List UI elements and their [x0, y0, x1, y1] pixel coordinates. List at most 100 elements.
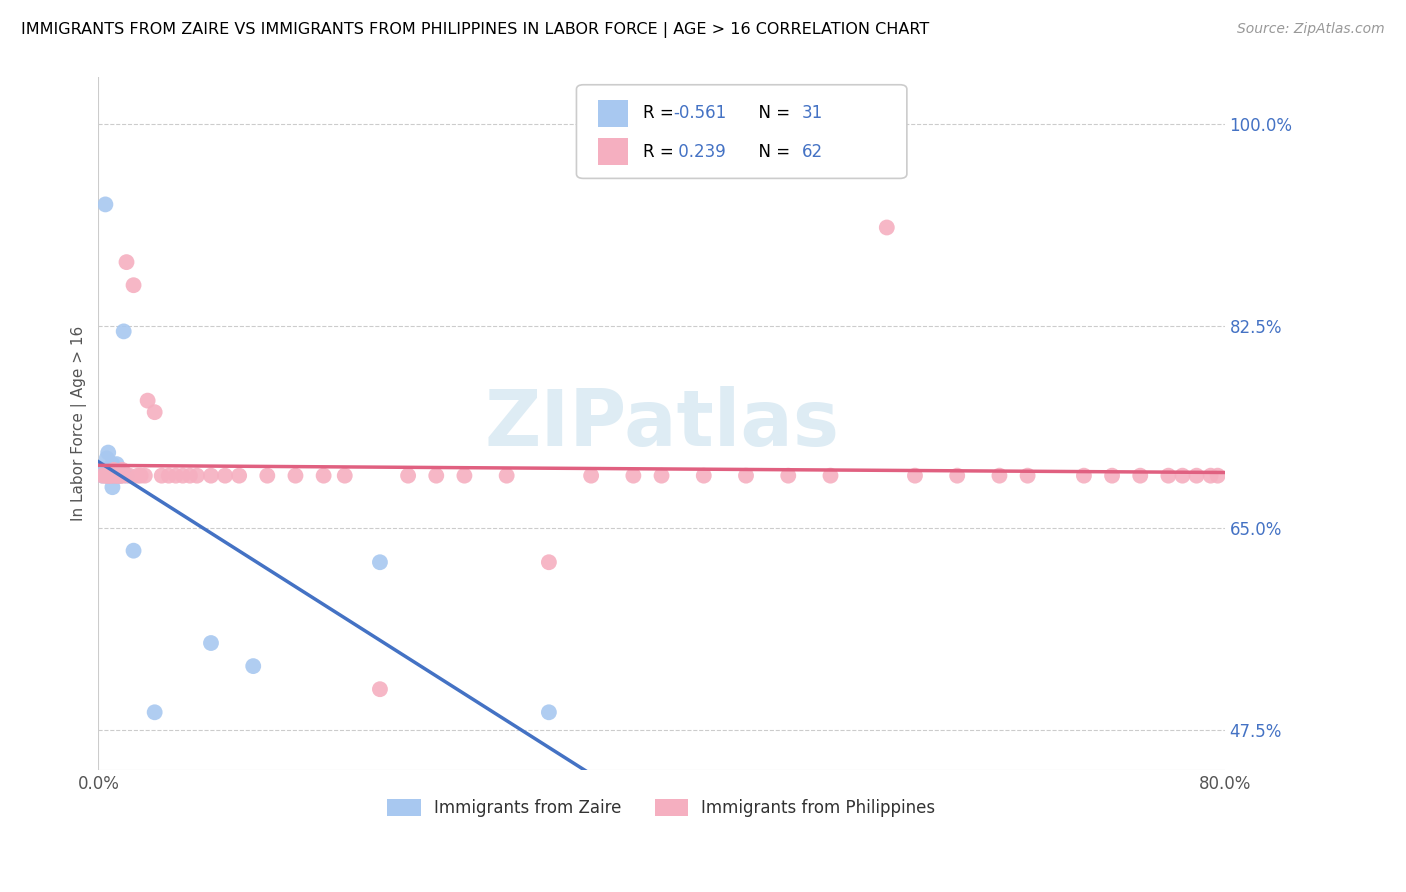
Point	[104, 463, 127, 477]
Point	[134, 468, 156, 483]
Point	[127, 468, 149, 483]
Text: N =: N =	[748, 143, 796, 161]
Point	[101, 468, 124, 483]
Point	[200, 636, 222, 650]
Point	[112, 468, 135, 483]
Point	[179, 468, 201, 483]
Text: 31: 31	[801, 104, 823, 122]
Point	[143, 706, 166, 720]
Point	[107, 463, 129, 477]
Point	[91, 468, 114, 483]
Text: R =: R =	[643, 104, 679, 122]
Point	[425, 468, 447, 483]
Point	[101, 480, 124, 494]
Point	[111, 463, 134, 477]
Point	[129, 468, 152, 483]
Text: 0.239: 0.239	[673, 143, 727, 161]
Text: -0.561: -0.561	[673, 104, 727, 122]
Point	[651, 468, 673, 483]
Point	[284, 468, 307, 483]
Point	[143, 405, 166, 419]
Point	[165, 468, 187, 483]
Text: R =: R =	[643, 143, 679, 161]
Point	[214, 468, 236, 483]
Point	[105, 457, 128, 471]
Text: ZIPatlas: ZIPatlas	[484, 385, 839, 462]
Point	[1199, 468, 1222, 483]
Point	[101, 457, 124, 471]
Point	[94, 197, 117, 211]
Point	[368, 682, 391, 697]
Point	[104, 468, 127, 483]
Point	[105, 468, 128, 483]
Point	[1206, 468, 1229, 483]
Text: N =: N =	[748, 104, 796, 122]
Point	[1171, 468, 1194, 483]
Text: Source: ZipAtlas.com: Source: ZipAtlas.com	[1237, 22, 1385, 37]
Point	[172, 468, 194, 483]
Point	[200, 468, 222, 483]
Point	[368, 555, 391, 569]
Point	[1185, 468, 1208, 483]
Point	[333, 468, 356, 483]
Point	[621, 468, 644, 483]
Point	[946, 468, 969, 483]
Point	[537, 706, 560, 720]
Point	[136, 393, 159, 408]
Point	[228, 468, 250, 483]
Y-axis label: In Labor Force | Age > 16: In Labor Force | Age > 16	[72, 326, 87, 521]
Point	[118, 468, 141, 483]
Point	[103, 463, 125, 477]
Point	[100, 463, 122, 477]
Point	[112, 324, 135, 338]
Point	[122, 543, 145, 558]
Point	[122, 278, 145, 293]
Point	[110, 468, 132, 483]
Point	[115, 468, 138, 483]
Point	[93, 463, 115, 477]
Point	[453, 468, 475, 483]
Point	[1129, 468, 1152, 483]
Point	[157, 468, 180, 483]
Point	[97, 445, 120, 459]
Point	[312, 468, 335, 483]
Point	[97, 468, 120, 483]
Point	[91, 468, 114, 483]
Point	[693, 468, 716, 483]
Point	[97, 468, 120, 483]
Point	[396, 468, 419, 483]
Point	[103, 463, 125, 477]
Text: IMMIGRANTS FROM ZAIRE VS IMMIGRANTS FROM PHILIPPINES IN LABOR FORCE | AGE > 16 C: IMMIGRANTS FROM ZAIRE VS IMMIGRANTS FROM…	[21, 22, 929, 38]
Point	[100, 468, 122, 483]
Point	[105, 468, 128, 483]
Point	[1017, 468, 1039, 483]
Point	[98, 463, 121, 477]
Point	[104, 468, 127, 483]
Point	[904, 468, 927, 483]
Point	[110, 468, 132, 483]
Point	[96, 451, 118, 466]
Legend: Immigrants from Zaire, Immigrants from Philippines: Immigrants from Zaire, Immigrants from P…	[381, 792, 942, 824]
Point	[100, 468, 122, 483]
Point	[115, 255, 138, 269]
Point	[1101, 468, 1123, 483]
Point	[107, 468, 129, 483]
Point	[186, 468, 208, 483]
Point	[98, 468, 121, 483]
Point	[778, 468, 800, 483]
Point	[1073, 468, 1095, 483]
Point	[876, 220, 898, 235]
Point	[820, 468, 842, 483]
Point	[96, 468, 118, 483]
Point	[256, 468, 278, 483]
Point	[94, 468, 117, 483]
Point	[103, 468, 125, 483]
Point	[242, 659, 264, 673]
Point	[108, 468, 131, 483]
Text: 62: 62	[801, 143, 823, 161]
Point	[1157, 468, 1180, 483]
Point	[495, 468, 517, 483]
Point	[735, 468, 758, 483]
Point	[96, 468, 118, 483]
Point	[98, 468, 121, 483]
